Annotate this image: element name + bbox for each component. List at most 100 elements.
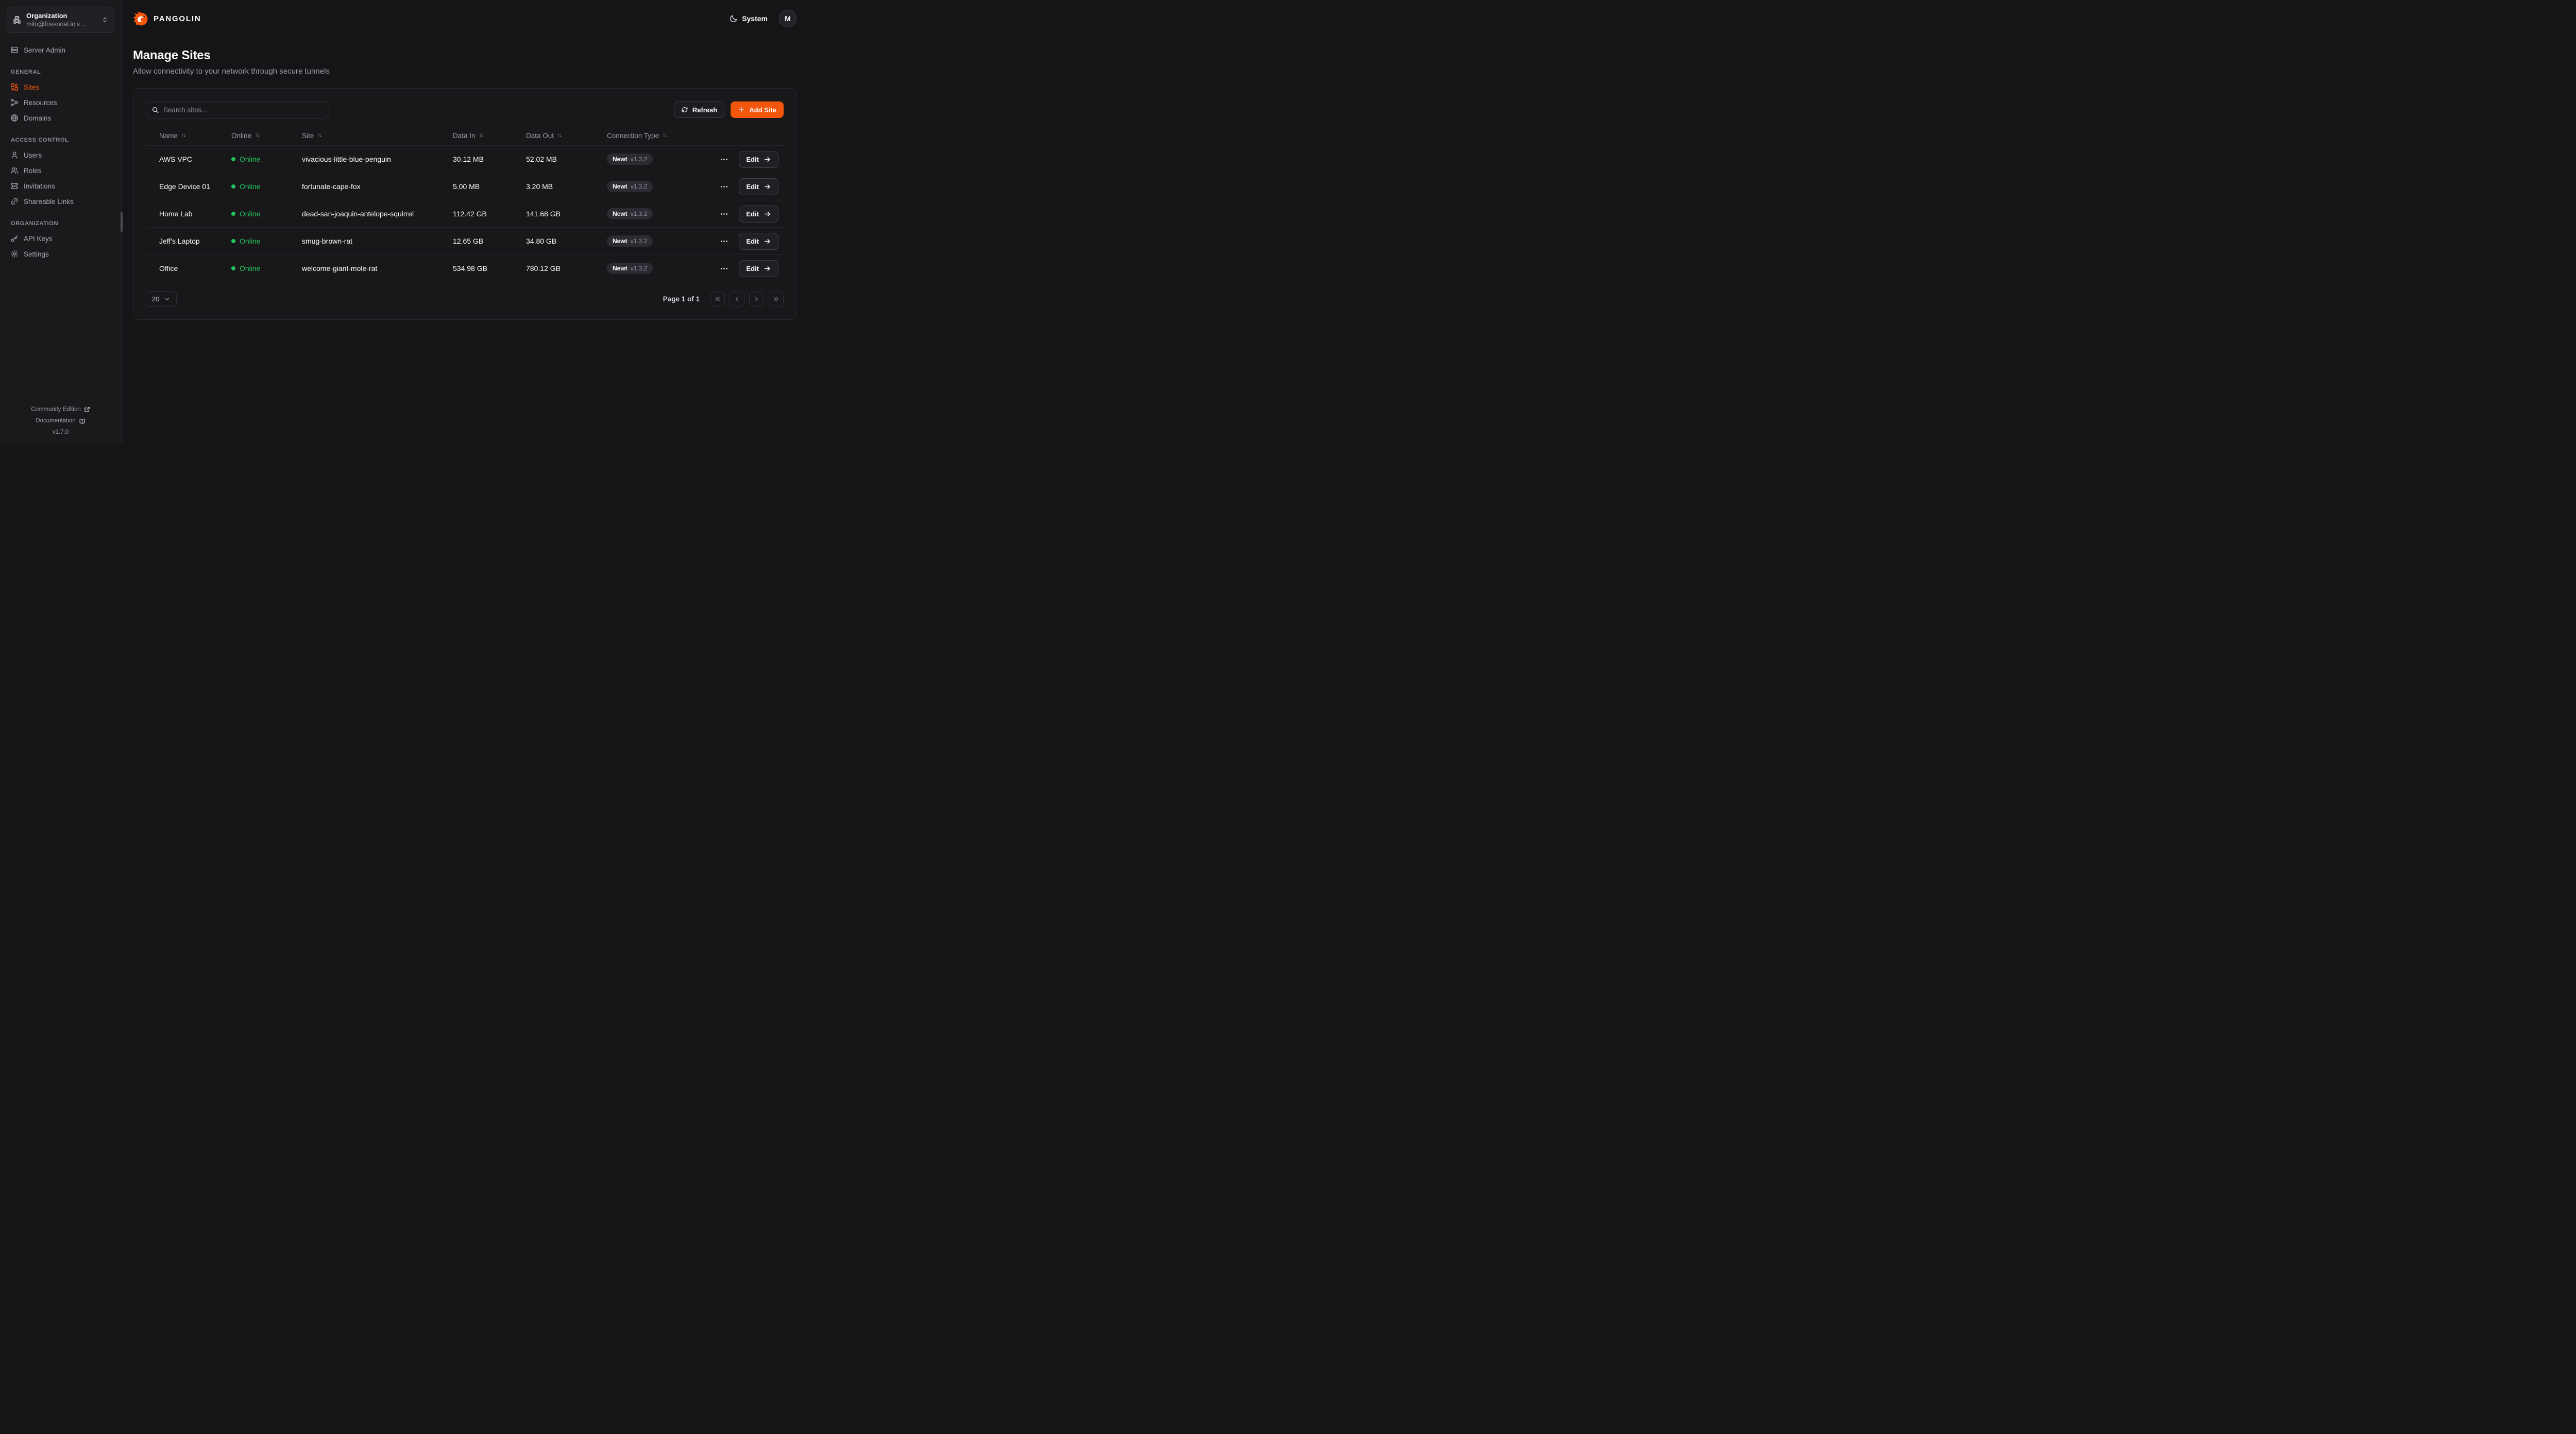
sidebar-resize-handle[interactable] <box>121 212 123 232</box>
sidebar-nav: Server Admin GENERAL Sites Resources Domain… <box>7 42 114 262</box>
cell-data-in: 5.00 MB <box>453 182 480 191</box>
cell-tunnel-name: welcome-giant-mole-rat <box>302 264 378 272</box>
next-page-button[interactable] <box>749 292 764 306</box>
sidebar-item-settings[interactable]: Settings <box>6 246 115 262</box>
main-content: PANGOLIN System M Manage Sites Allow con… <box>122 0 808 443</box>
column-header-online[interactable]: Online ↑↓ <box>231 131 260 140</box>
brand: PANGOLIN <box>133 11 201 27</box>
column-header-data-in[interactable]: Data In ↑↓ <box>453 131 484 140</box>
sidebar-item-domains[interactable]: Domains <box>6 110 115 126</box>
column-header-connection-type[interactable]: Connection Type ↑↓ <box>607 131 667 140</box>
key-icon <box>10 234 19 243</box>
online-dot-icon <box>231 266 235 270</box>
page-head: Manage Sites Allow connectivity to your … <box>133 48 796 76</box>
search-box <box>146 101 329 118</box>
sidebar-item-label: Settings <box>24 250 49 258</box>
sidebar-item-invitations[interactable]: Invitations <box>6 178 115 194</box>
sidebar-item-server-admin[interactable]: Server Admin <box>6 42 115 58</box>
refresh-button[interactable]: Refresh <box>673 101 725 118</box>
documentation-link[interactable]: Documentation <box>0 415 121 426</box>
combine-icon <box>10 83 19 91</box>
sidebar-item-sites[interactable]: Sites <box>6 79 115 95</box>
connection-type-badge: Newt v1.3.2 <box>607 235 653 247</box>
arrow-right-icon <box>764 265 771 272</box>
edit-button[interactable]: Edit <box>739 150 778 168</box>
waypoints-icon <box>10 98 19 107</box>
row-menu-button[interactable] <box>718 235 731 248</box>
ellipsis-icon <box>720 210 728 218</box>
cell-tunnel-name: dead-san-joaquin-antelope-squirrel <box>302 210 414 218</box>
edit-button[interactable]: Edit <box>739 260 778 277</box>
arrow-right-icon <box>764 156 771 163</box>
sidebar-item-shareable-links[interactable]: Shareable Links <box>6 194 115 209</box>
cell-site-name: Jeff's Laptop <box>159 237 200 245</box>
section-title-organization: ORGANIZATION <box>11 220 59 227</box>
arrow-right-icon <box>764 183 771 191</box>
chevrons-left-icon <box>714 296 721 302</box>
sidebar-item-label: API Keys <box>24 234 53 243</box>
sort-arrows-icon: ↑↓ <box>479 132 484 139</box>
add-site-button[interactable]: Add Site <box>731 101 784 118</box>
row-menu-button[interactable] <box>718 262 731 275</box>
edit-button[interactable]: Edit <box>739 178 778 195</box>
cell-online-status: Online <box>223 210 294 218</box>
ellipsis-icon <box>720 182 728 191</box>
cell-tunnel-name: fortunate-cape-fox <box>302 182 361 191</box>
arrow-right-icon <box>764 237 771 245</box>
table-row: Edge Device 01 Online fortunate-cape-fox… <box>146 173 784 200</box>
cell-data-in: 12.65 GB <box>453 237 484 245</box>
cell-site-name: AWS VPC <box>159 155 193 163</box>
chevrons-right-icon <box>773 296 779 302</box>
edit-button[interactable]: Edit <box>739 232 778 250</box>
online-dot-icon <box>231 212 235 216</box>
cell-data-in: 534.98 GB <box>453 264 487 272</box>
search-input[interactable] <box>163 106 324 114</box>
row-menu-button[interactable] <box>718 180 731 193</box>
theme-toggle-button[interactable]: System <box>730 14 768 23</box>
page-size-select[interactable]: 20 <box>146 291 177 307</box>
column-header-site[interactable]: Site ↑↓ <box>302 131 323 140</box>
building-icon <box>12 15 22 25</box>
sidebar-item-users[interactable]: Users <box>6 147 115 163</box>
page-status: Page 1 of 1 <box>663 295 700 303</box>
cell-connection-type: Newt v1.3.2 <box>599 263 718 274</box>
sidebar-item-label: Resources <box>24 98 57 107</box>
sidebar-item-api-keys[interactable]: API Keys <box>6 231 115 246</box>
last-page-button[interactable] <box>769 292 784 306</box>
sidebar-item-roles[interactable]: Roles <box>6 163 115 178</box>
sort-arrows-icon: ↑↓ <box>557 132 562 139</box>
edit-button[interactable]: Edit <box>739 205 778 223</box>
server-icon <box>10 46 19 54</box>
section-title-access-control: ACCESS CONTROL <box>11 137 69 143</box>
book-open-icon <box>79 418 86 424</box>
cell-data-out: 3.20 MB <box>526 182 553 191</box>
first-page-button[interactable] <box>710 292 725 306</box>
row-menu-button[interactable] <box>718 208 731 220</box>
sidebar-item-resources[interactable]: Resources <box>6 95 115 110</box>
online-dot-icon <box>231 157 235 161</box>
sidebar-item-label: Sites <box>24 83 40 91</box>
chevron-right-icon <box>753 296 760 302</box>
connection-type-badge: Newt v1.3.2 <box>607 153 653 165</box>
row-menu-button[interactable] <box>718 153 731 166</box>
cell-data-out: 34.80 GB <box>526 237 557 245</box>
sites-toolbar: Refresh Add Site <box>146 101 784 118</box>
community-edition-link[interactable]: Community Edition <box>0 404 121 415</box>
sites-card: Refresh Add Site Name↑↓Online↑↓Site↑↓Dat… <box>133 88 796 320</box>
pangolin-logo-icon <box>133 11 149 27</box>
avatar[interactable]: M <box>779 10 796 27</box>
cell-online-status: Online <box>223 155 294 163</box>
connection-type-badge: Newt v1.3.2 <box>607 208 653 219</box>
search-icon <box>151 106 159 114</box>
column-header-data-out[interactable]: Data Out ↑↓ <box>526 131 562 140</box>
cell-site-name: Office <box>159 264 178 272</box>
org-switcher[interactable]: Organization milo@fossorial.io's ... <box>7 7 114 33</box>
sidebar: Organization milo@fossorial.io's ... Ser… <box>0 0 123 443</box>
prev-page-button[interactable] <box>730 292 744 306</box>
column-header-name[interactable]: Name ↑↓ <box>159 131 186 140</box>
cell-online-status: Online <box>223 182 294 191</box>
chevron-down-icon <box>164 296 171 302</box>
cell-site-name: Edge Device 01 <box>159 182 210 191</box>
sidebar-item-label: Roles <box>24 166 42 175</box>
org-label: Organization <box>26 12 67 20</box>
